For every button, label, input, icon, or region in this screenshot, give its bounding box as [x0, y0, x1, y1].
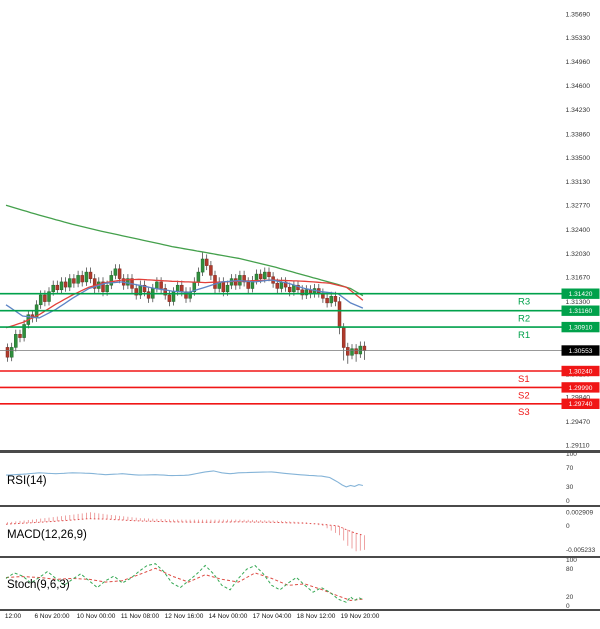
svg-text:1.32770: 1.32770 [566, 203, 591, 210]
ma-short-line [5, 279, 364, 319]
svg-text:-0.005233: -0.005233 [566, 547, 596, 554]
panel-separator [0, 505, 600, 507]
rsi-axis-labels: 100 70 30 0 [566, 451, 577, 505]
svg-text:R2: R2 [518, 314, 530, 325]
svg-text:1.34960: 1.34960 [566, 59, 591, 66]
svg-text:1.33860: 1.33860 [566, 131, 591, 138]
panel-separator [0, 450, 600, 453]
svg-text:S2: S2 [518, 390, 530, 401]
svg-text:100: 100 [566, 557, 577, 564]
stoch-k-line [5, 563, 364, 603]
svg-text:1.30910: 1.30910 [569, 325, 593, 332]
rsi-panel-label: RSI(14) [7, 475, 47, 487]
x-axis-label: 14 Nov 00:00 [208, 613, 248, 620]
svg-text:R3: R3 [518, 297, 530, 308]
pivot-lines: R3 R2 R1 S1 S2 S3 [0, 292, 562, 418]
price-badges: 1.31420 1.31160 1.30910 1.30240 1.29990 1.297… [561, 288, 600, 409]
svg-text:1.29840: 1.29840 [566, 395, 591, 402]
rsi-line [5, 470, 364, 488]
stoch-d-line [5, 567, 363, 602]
svg-text:R1: R1 [518, 330, 530, 341]
x-axis-label: 12:00 [4, 613, 22, 620]
x-axis-label: 6 Nov 20:00 [34, 613, 70, 620]
x-axis-label: 17 Nov 04:00 [252, 613, 292, 620]
x-axis-label: 11 Nov 08:00 [120, 613, 160, 620]
ma-mid-line [5, 278, 364, 329]
svg-text:S1: S1 [518, 374, 530, 385]
candlestick-series [5, 252, 367, 364]
svg-text:1.31670: 1.31670 [566, 275, 591, 282]
x-axis-label: 18 Nov 12:00 [296, 613, 336, 620]
macd-axis-labels: 0.002909 0 -0.005233 [566, 510, 596, 554]
ma-long-line [5, 204, 364, 297]
panel-separator [0, 609, 600, 611]
svg-text:1.32030: 1.32030 [566, 251, 591, 258]
stoch-axis-labels: 100 80 20 0 [566, 557, 577, 610]
svg-text:1.33130: 1.33130 [566, 179, 591, 186]
x-axis-label: 19 Nov 20:00 [340, 613, 380, 620]
svg-text:1.34230: 1.34230 [566, 107, 591, 114]
svg-text:1.34600: 1.34600 [566, 83, 591, 90]
svg-text:1.29740: 1.29740 [569, 401, 593, 408]
time-axis: 12:00 6 Nov 20:00 10 Nov 00:00 11 Nov 08… [0, 613, 600, 627]
svg-text:70: 70 [566, 465, 574, 472]
svg-text:30: 30 [566, 484, 574, 491]
svg-text:100: 100 [566, 451, 577, 458]
svg-text:0: 0 [566, 523, 570, 530]
macd-panel-label: MACD(12,26,9) [7, 529, 87, 541]
panel-separator [0, 556, 600, 558]
svg-text:0: 0 [566, 603, 570, 610]
x-axis-label: 10 Nov 00:00 [76, 613, 116, 620]
svg-text:1.30240: 1.30240 [569, 368, 593, 375]
svg-text:80: 80 [566, 566, 574, 573]
svg-text:20: 20 [566, 594, 574, 601]
svg-text:1.29110: 1.29110 [566, 442, 590, 449]
svg-text:1.32400: 1.32400 [566, 227, 591, 234]
svg-text:1.31300: 1.31300 [566, 299, 591, 306]
svg-text:1.30553: 1.30553 [569, 348, 593, 355]
svg-text:1.35330: 1.35330 [566, 35, 591, 42]
svg-text:0: 0 [566, 498, 570, 505]
svg-text:0.002909: 0.002909 [566, 510, 593, 517]
svg-text:S3: S3 [518, 407, 530, 418]
svg-text:1.31160: 1.31160 [569, 308, 593, 315]
svg-text:1.29470: 1.29470 [566, 419, 591, 426]
svg-text:1.29990: 1.29990 [569, 385, 593, 392]
svg-text:1.33500: 1.33500 [566, 155, 591, 162]
svg-text:1.31420: 1.31420 [569, 291, 593, 298]
stoch-panel-label: Stoch(9,6,3) [7, 579, 70, 591]
svg-text:1.35690: 1.35690 [566, 11, 591, 18]
x-axis-label: 12 Nov 16:00 [164, 613, 204, 620]
